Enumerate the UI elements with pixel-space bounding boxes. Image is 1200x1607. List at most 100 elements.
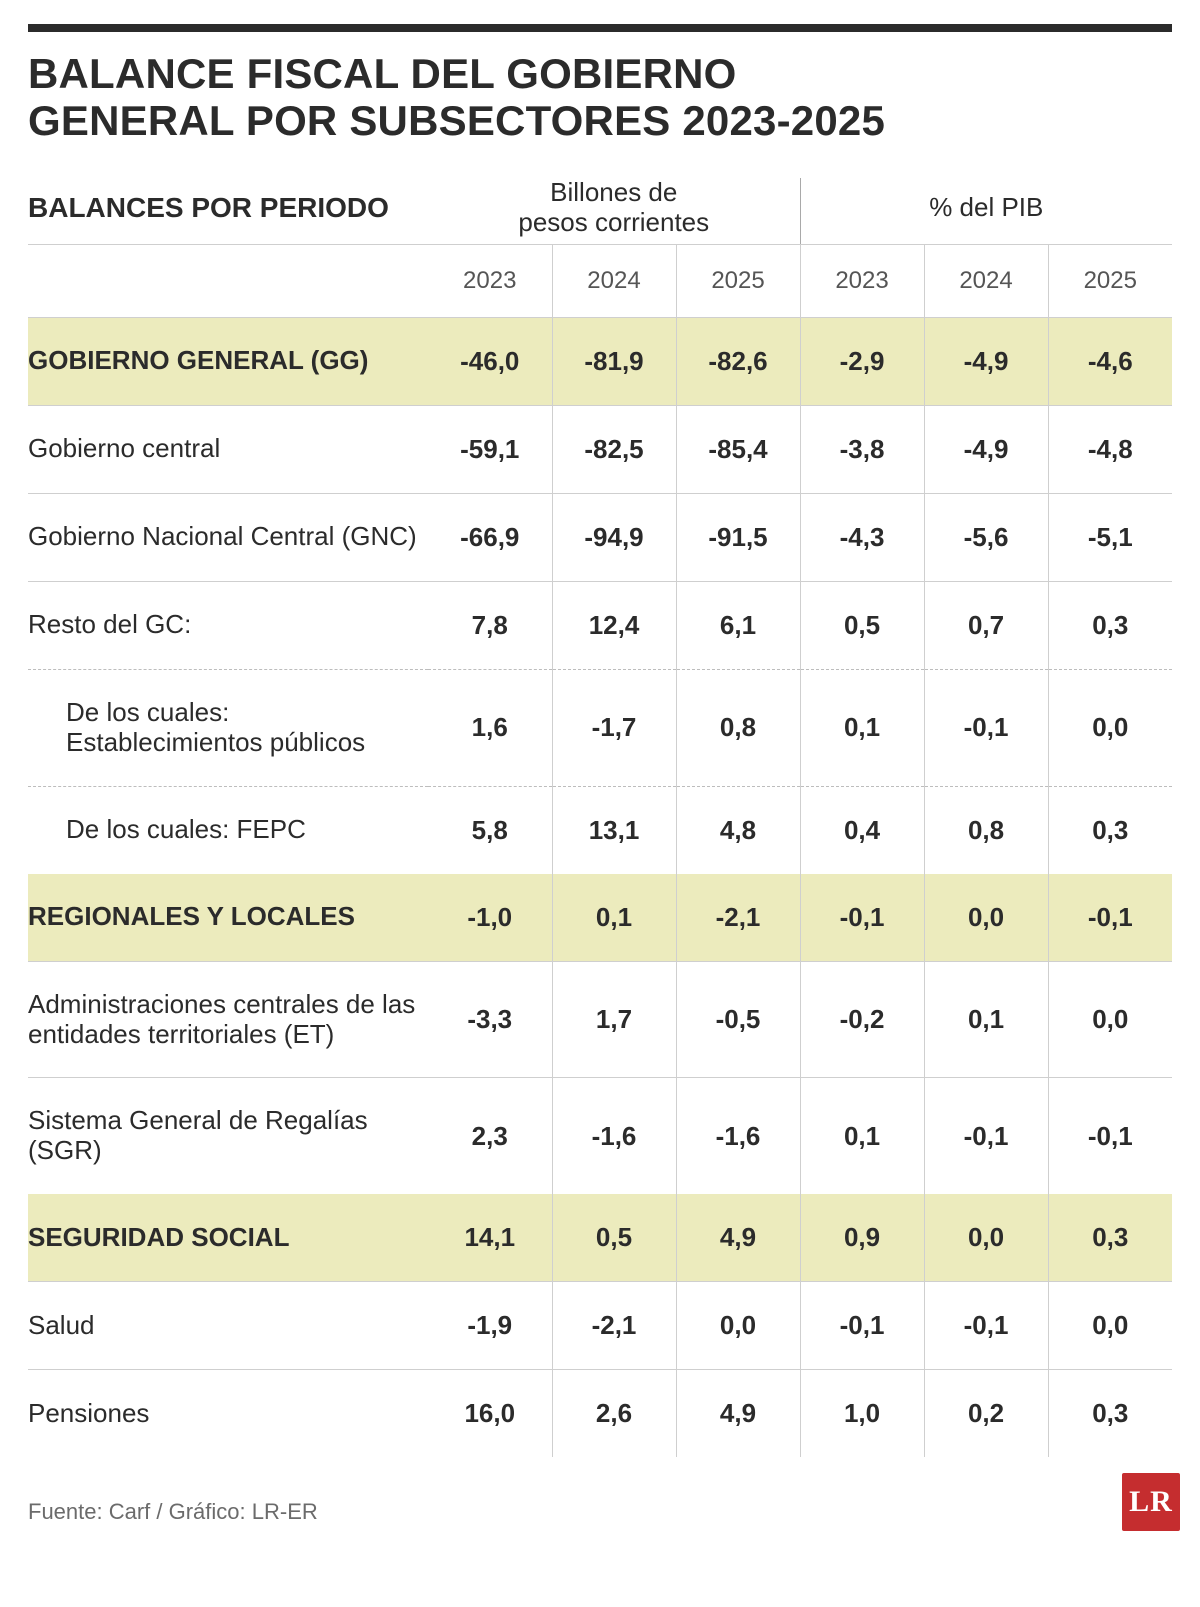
cell-reg-loc-1: 0,1 — [552, 874, 676, 962]
cell-salud-1: -2,1 — [552, 1282, 676, 1370]
year-col-4: 2024 — [924, 245, 1048, 317]
cell-gnc-0: -66,9 — [428, 493, 552, 581]
row-label-gg: GOBIERNO GENERAL (GG) — [28, 318, 428, 406]
cell-seg-soc-1: 0,5 — [552, 1194, 676, 1282]
subheading: BALANCES POR PERIODO — [28, 178, 428, 244]
row-label-sgr: Sistema General de Regalías (SGR) — [28, 1078, 428, 1194]
row-label-gob-central: Gobierno central — [28, 405, 428, 493]
cell-reg-loc-4: 0,0 — [924, 874, 1048, 962]
cell-seg-soc-0: 14,1 — [428, 1194, 552, 1282]
cell-gob-central-3: -3,8 — [800, 405, 924, 493]
top-rule — [28, 24, 1172, 32]
cell-pensiones-4: 0,2 — [924, 1370, 1048, 1458]
main-title: BALANCE FISCAL DEL GOBIERNO GENERAL POR … — [28, 50, 1172, 144]
group-a-label: Billones de pesos corrientes — [518, 177, 709, 237]
cell-seg-soc-5: 0,3 — [1048, 1194, 1172, 1282]
table-row-reg-loc: REGIONALES Y LOCALES-1,00,1-2,1-0,10,0-0… — [28, 874, 1172, 962]
infographic-container: BALANCE FISCAL DEL GOBIERNO GENERAL POR … — [0, 0, 1200, 1545]
cell-salud-0: -1,9 — [428, 1282, 552, 1370]
cell-gnc-5: -5,1 — [1048, 493, 1172, 581]
row-label-pensiones: Pensiones — [28, 1370, 428, 1458]
cell-fepc-3: 0,4 — [800, 786, 924, 874]
table-row-gob-central: Gobierno central-59,1-82,5-85,4-3,8-4,9-… — [28, 405, 1172, 493]
cell-fepc-5: 0,3 — [1048, 786, 1172, 874]
cell-resto-gc-3: 0,5 — [800, 581, 924, 669]
table-row-estab-pub: De los cuales: Establecimientos públicos… — [28, 669, 1172, 786]
year-row: 2023 2024 2025 2023 2024 2025 — [28, 245, 1172, 317]
cell-pensiones-0: 16,0 — [428, 1370, 552, 1458]
table-row-et: Administraciones centrales de las entida… — [28, 961, 1172, 1078]
cell-sgr-1: -1,6 — [552, 1078, 676, 1194]
row-label-salud: Salud — [28, 1282, 428, 1370]
cell-sgr-4: -0,1 — [924, 1078, 1048, 1194]
cell-et-3: -0,2 — [800, 961, 924, 1078]
cell-resto-gc-4: 0,7 — [924, 581, 1048, 669]
cell-pensiones-1: 2,6 — [552, 1370, 676, 1458]
cell-resto-gc-2: 6,1 — [676, 581, 800, 669]
table-row-sgr: Sistema General de Regalías (SGR)2,3-1,6… — [28, 1078, 1172, 1194]
table-row-salud: Salud-1,9-2,10,0-0,1-0,10,0 — [28, 1282, 1172, 1370]
cell-pensiones-2: 4,9 — [676, 1370, 800, 1458]
cell-estab-pub-4: -0,1 — [924, 669, 1048, 786]
cell-gob-central-4: -4,9 — [924, 405, 1048, 493]
source-footer: Fuente: Carf / Gráfico: LR-ER — [28, 1499, 1172, 1525]
cell-pensiones-5: 0,3 — [1048, 1370, 1172, 1458]
lr-logo: LR — [1122, 1473, 1180, 1531]
cell-gob-central-1: -82,5 — [552, 405, 676, 493]
cell-gob-central-2: -85,4 — [676, 405, 800, 493]
group-b-header: % del PIB — [800, 178, 1172, 244]
cell-gg-5: -4,6 — [1048, 318, 1172, 406]
year-col-3: 2023 — [800, 245, 924, 317]
table-row-seg-soc: SEGURIDAD SOCIAL14,10,54,90,90,00,3 — [28, 1194, 1172, 1282]
cell-sgr-3: 0,1 — [800, 1078, 924, 1194]
cell-fepc-2: 4,8 — [676, 786, 800, 874]
row-label-gnc: Gobierno Nacional Central (GNC) — [28, 493, 428, 581]
cell-seg-soc-2: 4,9 — [676, 1194, 800, 1282]
year-col-1: 2024 — [552, 245, 676, 317]
year-col-0: 2023 — [428, 245, 552, 317]
title-line-2: GENERAL POR SUBSECTORES 2023-2025 — [28, 97, 885, 144]
row-label-seg-soc: SEGURIDAD SOCIAL — [28, 1194, 428, 1282]
cell-sgr-2: -1,6 — [676, 1078, 800, 1194]
cell-seg-soc-3: 0,9 — [800, 1194, 924, 1282]
cell-fepc-4: 0,8 — [924, 786, 1048, 874]
cell-salud-3: -0,1 — [800, 1282, 924, 1370]
cell-gnc-3: -4,3 — [800, 493, 924, 581]
cell-gnc-4: -5,6 — [924, 493, 1048, 581]
row-label-et: Administraciones centrales de las entida… — [28, 961, 428, 1078]
cell-salud-5: 0,0 — [1048, 1282, 1172, 1370]
year-col-2: 2025 — [676, 245, 800, 317]
year-col-5: 2025 — [1048, 245, 1172, 317]
cell-fepc-1: 13,1 — [552, 786, 676, 874]
row-label-resto-gc: Resto del GC: — [28, 581, 428, 669]
cell-et-1: 1,7 — [552, 961, 676, 1078]
title-line-1: BALANCE FISCAL DEL GOBIERNO — [28, 50, 737, 97]
table-row-resto-gc: Resto del GC:7,812,46,10,50,70,3 — [28, 581, 1172, 669]
row-label-reg-loc: REGIONALES Y LOCALES — [28, 874, 428, 962]
cell-gob-central-5: -4,8 — [1048, 405, 1172, 493]
cell-sgr-5: -0,1 — [1048, 1078, 1172, 1194]
cell-gg-3: -2,9 — [800, 318, 924, 406]
cell-fepc-0: 5,8 — [428, 786, 552, 874]
table-row-pensiones: Pensiones16,02,64,91,00,20,3 — [28, 1370, 1172, 1458]
cell-et-2: -0,5 — [676, 961, 800, 1078]
cell-gnc-2: -91,5 — [676, 493, 800, 581]
cell-et-5: 0,0 — [1048, 961, 1172, 1078]
cell-gnc-1: -94,9 — [552, 493, 676, 581]
cell-salud-2: 0,0 — [676, 1282, 800, 1370]
cell-estab-pub-3: 0,1 — [800, 669, 924, 786]
cell-reg-loc-0: -1,0 — [428, 874, 552, 962]
cell-gg-2: -82,6 — [676, 318, 800, 406]
cell-estab-pub-5: 0,0 — [1048, 669, 1172, 786]
cell-gg-0: -46,0 — [428, 318, 552, 406]
cell-resto-gc-1: 12,4 — [552, 581, 676, 669]
cell-estab-pub-2: 0,8 — [676, 669, 800, 786]
cell-estab-pub-0: 1,6 — [428, 669, 552, 786]
group-a-header: Billones de pesos corrientes — [428, 178, 800, 244]
cell-gg-1: -81,9 — [552, 318, 676, 406]
row-label-estab-pub: De los cuales: Establecimientos públicos — [28, 669, 428, 786]
table-row-fepc: De los cuales: FEPC5,813,14,80,40,80,3 — [28, 786, 1172, 874]
group-b-label: % del PIB — [929, 192, 1043, 222]
cell-gob-central-0: -59,1 — [428, 405, 552, 493]
table-row-gg: GOBIERNO GENERAL (GG)-46,0-81,9-82,6-2,9… — [28, 318, 1172, 406]
